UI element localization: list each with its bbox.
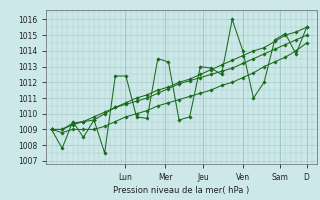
X-axis label: Pression niveau de la mer( hPa ): Pression niveau de la mer( hPa ) xyxy=(114,186,250,195)
